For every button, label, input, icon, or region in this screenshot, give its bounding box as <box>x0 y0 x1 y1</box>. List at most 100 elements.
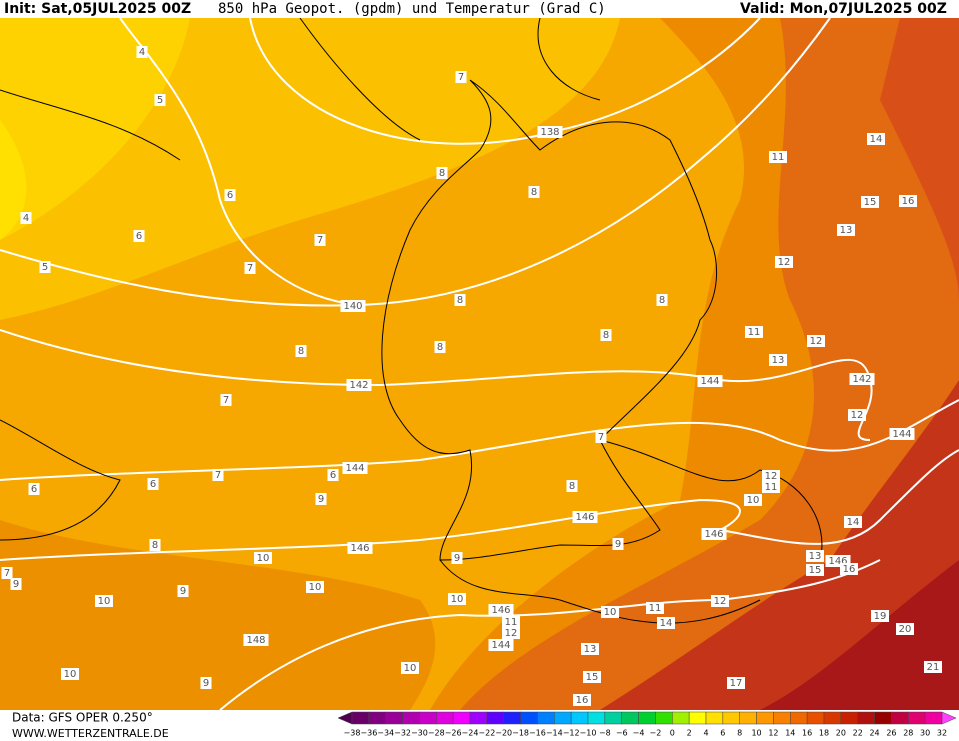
contour-label: 14 <box>660 618 673 629</box>
contour-label: 12 <box>810 336 823 347</box>
contour-label: 140 <box>343 301 362 312</box>
contour-label: 7 <box>598 432 604 443</box>
contour-label-box <box>28 483 40 495</box>
contour-label-box <box>254 552 272 564</box>
contour-label: 6 <box>227 190 233 201</box>
contour-label: 9 <box>180 586 186 597</box>
contour-label: 12 <box>851 410 864 421</box>
contour-label: 8 <box>531 187 537 198</box>
contour-label: 9 <box>615 539 621 550</box>
colorbar-label: 28 <box>903 729 913 738</box>
contour-label-box <box>867 133 885 145</box>
header-bar <box>0 0 959 18</box>
contour-label-box <box>657 617 675 629</box>
contour-label: 8 <box>439 168 445 179</box>
contour-line <box>0 399 959 481</box>
contour-label: 15 <box>809 565 822 576</box>
colorbar-label: 14 <box>785 729 795 738</box>
contour-label: 10 <box>404 663 417 674</box>
contour-label-box <box>861 196 879 208</box>
colorbar-swatch <box>908 711 926 725</box>
colorbar-label: 4 <box>703 729 708 738</box>
contour-label-box <box>451 552 463 564</box>
colorbar-swatch <box>823 711 842 725</box>
contour-line <box>249 17 761 145</box>
contour-label: 144 <box>892 429 911 440</box>
colorbar-swatch <box>688 711 707 725</box>
contour-label-box <box>243 634 269 646</box>
temp-field <box>460 18 959 710</box>
contour-label-box <box>200 677 212 689</box>
map-title: 850 hPa Geopot. (gpdm) und Temperatur (G… <box>218 1 606 17</box>
contour-label-box <box>244 262 256 274</box>
contour-label-box <box>537 126 563 138</box>
contour-label-box <box>136 46 148 58</box>
temp-field <box>0 520 436 710</box>
contour-label-box <box>572 511 598 523</box>
colorbar-arrow-right <box>941 711 957 725</box>
colorbar-swatch <box>705 711 724 725</box>
contour-label-box <box>849 373 875 385</box>
colorbar-label: −22 <box>478 729 495 738</box>
contour-label-box <box>727 677 745 689</box>
contour-label: 14 <box>870 134 883 145</box>
contour-label: 17 <box>730 678 743 689</box>
contour-label: 7 <box>458 72 464 83</box>
coastline <box>0 419 121 541</box>
colorbar-swatch <box>520 711 538 725</box>
contour-label-box <box>95 595 113 607</box>
contour-line <box>119 17 361 306</box>
border-line <box>381 79 718 561</box>
contour-label-box <box>612 538 624 550</box>
contour-label: 6 <box>136 231 142 242</box>
contour-label: 4 <box>23 213 29 224</box>
contour-label-box <box>583 671 601 683</box>
contour-label-box <box>61 668 79 680</box>
colorbar-swatch <box>554 711 572 725</box>
contour-label-box <box>840 563 858 575</box>
colorbar-label: −28 <box>428 729 445 738</box>
colorbar-swatch <box>672 711 690 725</box>
contour-label: 9 <box>454 553 460 564</box>
contour-label-box <box>20 212 32 224</box>
website: WWW.WETTERZENTRALE.DE <box>12 727 169 740</box>
contour-label-box <box>340 300 366 312</box>
contour-label-box <box>745 326 763 338</box>
contour-label: 13 <box>584 644 597 655</box>
colorbar-swatch <box>655 711 673 725</box>
data-source: Data: GFS OPER 0.250° <box>12 711 153 725</box>
contour-label-box <box>762 481 780 493</box>
contour-label-box <box>573 694 591 706</box>
contour-label-box <box>899 195 917 207</box>
colorbar-swatch <box>587 711 606 725</box>
contour-label: 6 <box>31 484 37 495</box>
contour-label: 12 <box>714 596 727 607</box>
contour-label-box <box>314 234 326 246</box>
contour-label: 10 <box>309 582 322 593</box>
contour-label: 11 <box>772 152 785 163</box>
colorbar-swatch <box>840 711 858 725</box>
colorbar-swatch <box>874 711 892 725</box>
contour-label-box <box>848 409 866 421</box>
contour-label: 10 <box>604 607 617 618</box>
colorbar-label: −6 <box>616 729 628 738</box>
contour-label-box <box>346 379 372 391</box>
colorbar-label: −26 <box>445 729 462 738</box>
contour-label: 8 <box>457 295 463 306</box>
colorbar-label: −32 <box>394 729 411 738</box>
contour-label-box <box>342 462 368 474</box>
contour-label-box <box>502 616 520 628</box>
contour-label: 144 <box>491 640 510 651</box>
colorbar-label: −24 <box>462 729 479 738</box>
temp-field <box>600 380 959 710</box>
geopotential-contours <box>0 17 959 711</box>
temp-field <box>0 120 27 240</box>
contour-label: 14 <box>847 517 860 528</box>
colorbar-label: 22 <box>853 729 863 738</box>
colorbar-swatch <box>604 711 622 725</box>
contour-label-box <box>154 94 166 106</box>
contour-label: 8 <box>152 540 158 551</box>
contour-label-box <box>454 294 466 306</box>
contour-label-box <box>10 578 22 590</box>
contour-label-box <box>224 189 236 201</box>
